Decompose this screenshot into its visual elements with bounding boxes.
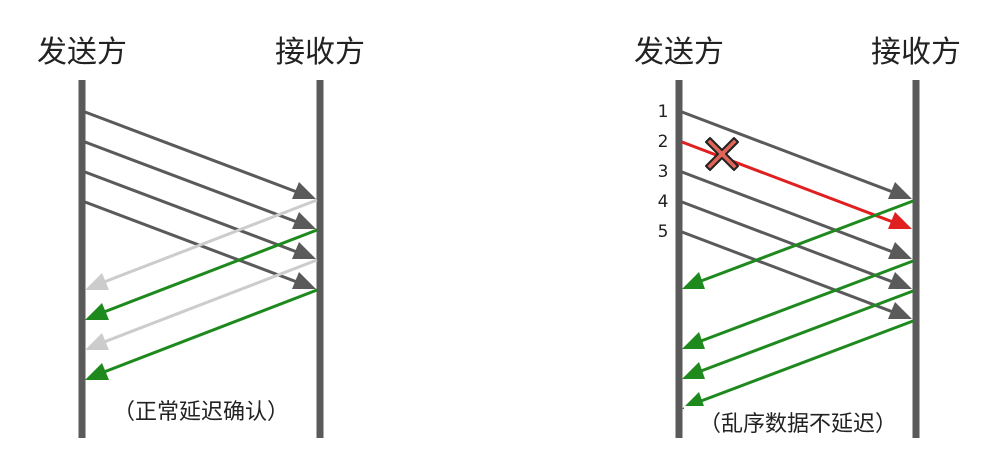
ack-arrow [700, 259, 914, 343]
data-packet-arrow [681, 110, 894, 194]
ack-arrow [700, 289, 914, 373]
ack-arrow [700, 199, 914, 283]
arrowhead-icon [85, 273, 109, 290]
arrowhead-icon [292, 272, 316, 289]
arrowhead-icon [292, 212, 316, 229]
lost-packet-cross-icon [705, 137, 739, 171]
ack-arrow [103, 228, 318, 314]
data-packet-arrow [681, 230, 894, 314]
arrowhead-icon [85, 303, 109, 320]
arrowhead-icon [682, 362, 705, 379]
left-sender-label: 发送方 [37, 35, 127, 70]
faded-ack-arrow [103, 258, 318, 344]
arrowhead-icon [888, 302, 912, 319]
data-packet-arrow [84, 170, 298, 254]
right-sender-label: 发送方 [634, 35, 724, 70]
arrowhead-icon [888, 212, 912, 229]
packet-number: 1 [658, 102, 669, 122]
arrowhead-icon [682, 272, 705, 289]
faded-ack-arrow [103, 198, 318, 284]
data-packet-arrow [84, 140, 298, 224]
arrowhead-icon [682, 332, 705, 349]
right-receiver-label: 接收方 [871, 35, 961, 70]
packet-number: 3 [658, 162, 669, 182]
arrowhead-icon [292, 242, 316, 259]
data-packet-arrow [84, 200, 298, 284]
data-packet-arrow [681, 170, 894, 254]
ack-arrow [103, 288, 318, 374]
arrowhead-icon [888, 182, 912, 199]
ack-arrow [700, 319, 914, 403]
data-packet-arrow [84, 110, 298, 194]
caption-backdrop [684, 406, 912, 442]
arrowhead-icon [888, 272, 912, 289]
right-data-packets [681, 110, 912, 319]
arrowhead-icon [292, 182, 316, 199]
arrowhead-icon [85, 333, 109, 350]
right-caption: （乱序数据不延迟） [699, 412, 897, 437]
arrowhead-icon [85, 363, 109, 380]
right-ack-arrows [682, 199, 914, 409]
packet-number: 4 [658, 192, 669, 212]
packet-numbers: 1 2 3 4 5 [658, 102, 669, 242]
left-panel: 发送方 接收方 [37, 35, 365, 438]
arrowhead-icon [888, 242, 912, 259]
packet-number: 2 [658, 132, 669, 152]
left-receiver-label: 接收方 [275, 35, 365, 70]
packet-number: 5 [658, 222, 669, 242]
left-ack-arrows [85, 198, 318, 380]
lost-packet-arrow [681, 140, 894, 224]
data-packet-arrow [681, 200, 894, 284]
arrowhead-icon [682, 392, 705, 409]
left-data-packets [84, 110, 316, 289]
right-panel: 发送方 接收方 1 2 3 4 5 [634, 35, 961, 442]
left-caption: （正常延迟确认） [113, 400, 289, 425]
